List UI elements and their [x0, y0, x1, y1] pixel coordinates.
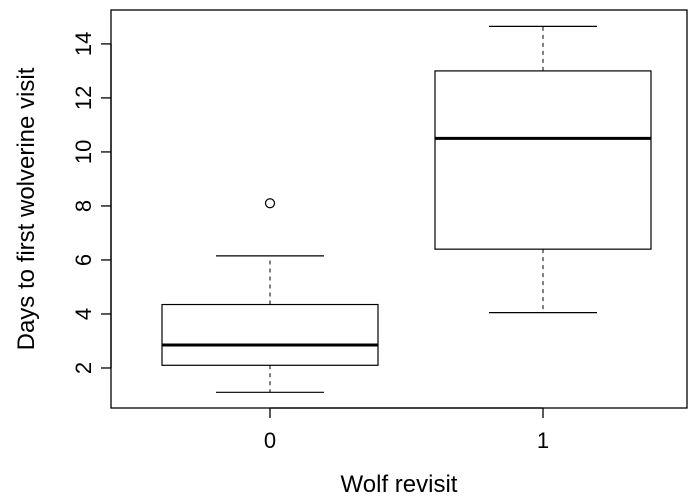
y-tick-label: 12: [71, 86, 96, 110]
y-tick-label: 4: [71, 308, 96, 320]
y-tick-label: 10: [71, 140, 96, 164]
y-tick-label: 6: [71, 254, 96, 266]
y-tick-label: 2: [71, 362, 96, 374]
box-group-0: [161, 198, 379, 393]
x-axis-label: Wolf revisit: [341, 471, 458, 498]
y-axis: 2 4 6 8 10 12 14: [71, 32, 112, 374]
boxes: [161, 25, 652, 393]
x-tick-label: 0: [264, 428, 276, 453]
y-tick-label: 8: [71, 200, 96, 212]
x-tick-label: 1: [537, 428, 549, 453]
iqr-box: [161, 303, 379, 366]
y-axis-label: Days to first wolverine visit: [13, 67, 40, 350]
box-group-1: [434, 25, 652, 314]
outlier-point: [264, 198, 276, 209]
y-tick-label: 14: [71, 32, 96, 56]
iqr-box: [434, 70, 652, 250]
